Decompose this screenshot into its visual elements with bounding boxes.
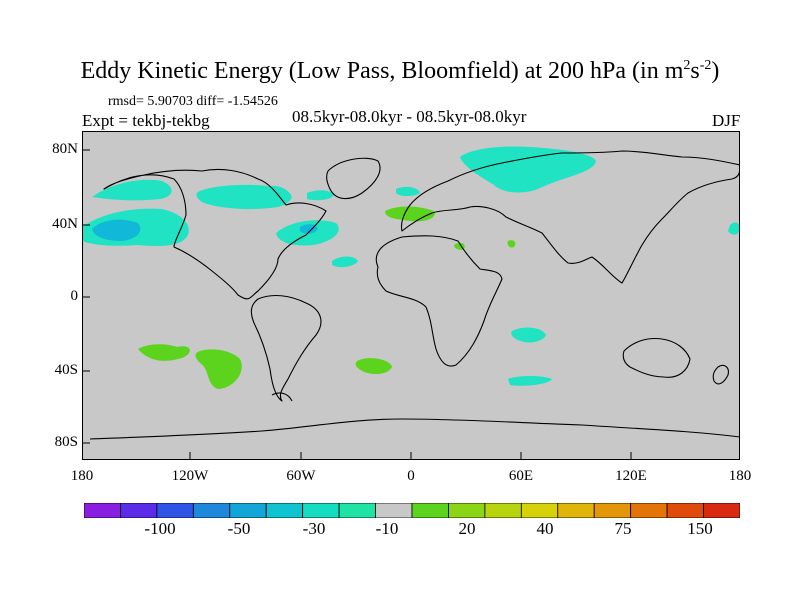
- negative-anomalies: [82, 146, 740, 386]
- colorbar-swatch: [448, 503, 486, 518]
- lon-label-120e: 120E: [615, 468, 647, 484]
- coastlines: [89, 150, 740, 440]
- lon-label-120w: 120W: [171, 468, 209, 484]
- lat-label-80s: 80S: [54, 434, 78, 450]
- colorbar-label-6: 75: [614, 519, 632, 538]
- colorbar-swatch: [375, 503, 413, 518]
- map-background: [82, 131, 740, 460]
- colorbar-swatch: [338, 503, 376, 518]
- colorbar-swatch: [557, 503, 595, 518]
- lon-label-180e: 180: [728, 468, 752, 484]
- colorbar-swatch: [593, 503, 632, 518]
- experiment-label: Expt = tekbj-tekbg: [82, 111, 210, 130]
- plot-title: Eddy Kinetic Energy (Low Pass, Bloomfiel…: [80, 58, 720, 84]
- colorbar: [84, 503, 740, 518]
- colorbar-swatch: [666, 503, 704, 518]
- colorbar-label-3: -10: [375, 519, 399, 538]
- season-label: DJF: [712, 111, 741, 130]
- period-label: 08.5kyr-08.0kyr - 08.5kyr-08.0kyr: [292, 107, 527, 126]
- colorbar-label-4: 20: [458, 519, 476, 538]
- colorbar-swatch: [630, 503, 668, 518]
- lon-label-180w: 180: [70, 468, 94, 484]
- colorbar-swatch: [520, 503, 559, 518]
- colorbar-swatch: [192, 503, 231, 518]
- colorbar-swatch: [302, 503, 340, 518]
- map-panel: [82, 131, 740, 460]
- colorbar-swatch: [120, 503, 158, 518]
- colorbar-label-0: -100: [144, 519, 176, 538]
- colorbar-swatch: [411, 503, 449, 518]
- colorbar-label-7: 150: [687, 519, 713, 538]
- lat-label-0: 0: [70, 288, 79, 304]
- colorbar-swatch: [84, 503, 121, 518]
- colorbar-label-2: -30: [302, 519, 326, 538]
- lon-label-60w: 60W: [286, 468, 316, 484]
- lat-label-80n: 80N: [52, 141, 78, 157]
- lon-label-0: 0: [407, 468, 415, 484]
- stats-text: rmsd= 5.90703 diff= -1.54526: [108, 94, 278, 109]
- colorbar-label-5: 40: [536, 519, 554, 538]
- lon-label-60e: 60E: [508, 468, 534, 484]
- colorbar-label-1: -50: [227, 519, 251, 538]
- positive-anomalies: [138, 206, 516, 389]
- lat-label-40n: 40N: [52, 216, 78, 232]
- colorbar-swatch: [229, 503, 267, 518]
- colorbar-swatch: [484, 503, 522, 518]
- colorbar-swatch: [156, 503, 194, 518]
- lat-label-40s: 40S: [54, 362, 78, 378]
- colorbar-swatch: [703, 503, 740, 518]
- colorbar-swatch: [265, 503, 304, 518]
